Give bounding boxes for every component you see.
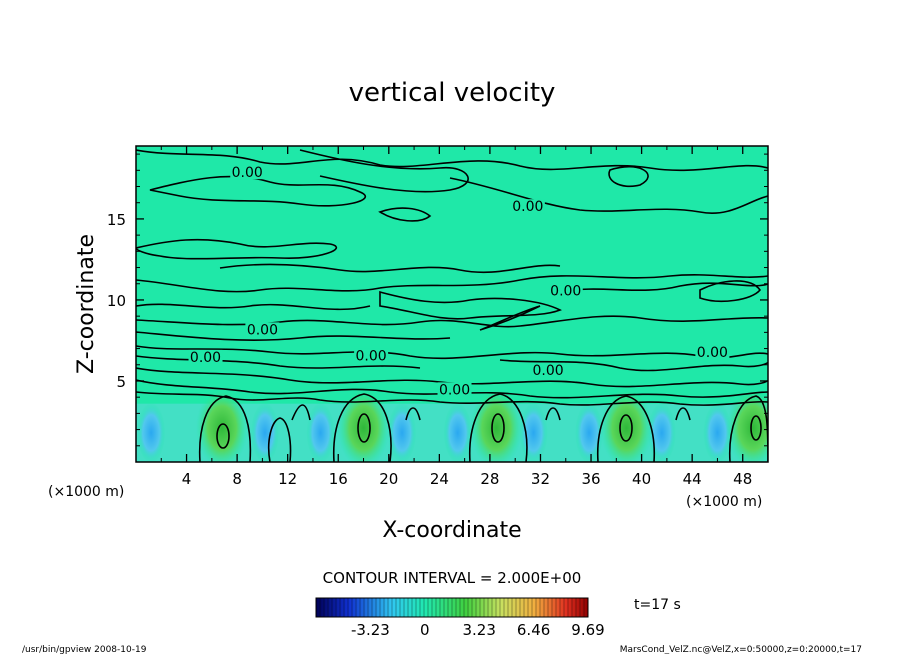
x-tick-label: 16 [329, 470, 348, 488]
contour-label: 0.00 [190, 350, 221, 366]
contour-label-bg [245, 322, 280, 337]
downdraft-cell [137, 402, 166, 462]
contour-label: 0.00 [532, 363, 563, 379]
downdraft-cell [306, 402, 335, 462]
contour-label: 0.00 [247, 322, 278, 338]
downdraft-cell [388, 402, 417, 462]
x-unit-label-right: (×1000 m) [686, 494, 762, 510]
updraft-cell [726, 387, 768, 462]
contour-label: 0.00 [697, 345, 728, 361]
contour-label: 0.00 [512, 199, 543, 215]
x-tick-label: 40 [632, 470, 651, 488]
x-tick-label: 36 [581, 470, 600, 488]
y-axis-title: Z-coordinate [74, 234, 99, 374]
updraft-cell [470, 387, 523, 462]
x-tick-label: 28 [480, 470, 499, 488]
downdraft-cell [703, 402, 732, 462]
footer-right: MarsCond_VelZ.nc@VelZ,x=0:50000,z=0:2000… [620, 645, 862, 654]
contour-label-bg [188, 349, 223, 364]
colorbar-tick-label: 3.23 [462, 621, 495, 639]
y-tick-label: 15 [107, 211, 126, 229]
colorbar: -3.23 0 3.23 6.46 9.69 [315, 597, 605, 639]
contour-label-bg [230, 165, 265, 180]
x-tick-label: 8 [232, 470, 242, 488]
contour-label-bg [531, 362, 566, 377]
contour-label: 0.00 [439, 382, 470, 398]
colorbar-tick-label: 6.46 [517, 621, 550, 639]
x-unit-label-left: (×1000 m) [48, 484, 124, 500]
contour-lines [136, 149, 768, 462]
y-tick-label: 10 [107, 292, 126, 310]
updraft-cell [600, 387, 653, 462]
contour-label-bg [510, 199, 545, 214]
colorbar-tick-label: 9.69 [571, 621, 604, 639]
contour-label: 0.00 [232, 165, 263, 181]
chart-title: vertical velocity [349, 78, 556, 108]
contour-label-bg [354, 348, 389, 363]
colorbar-tick-label: 0 [420, 621, 430, 639]
footer-left: /usr/bin/gpview 2008-10-19 [22, 645, 147, 654]
colorbar-stripes [319, 598, 585, 617]
contour-label-bg [695, 345, 730, 360]
x-tick-label: 20 [379, 470, 398, 488]
contour-interval-label: CONTOUR INTERVAL = 2.000E+00 [323, 569, 582, 587]
updraft-cell [337, 387, 390, 462]
colorbar-ticks: -3.23 0 3.23 6.46 9.69 [351, 621, 605, 639]
x-tick-label: 48 [733, 470, 752, 488]
colorbar-tick-label: -3.23 [351, 621, 390, 639]
x-tick-label: 24 [430, 470, 449, 488]
contour-label-bg [437, 382, 472, 397]
contour-label-bg [548, 283, 583, 298]
time-label: t=17 s [634, 597, 681, 613]
x-axis-title: X-coordinate [382, 518, 521, 543]
contour-labels: 0.00 0.00 0.00 0.00 0.00 0.00 0.00 0.00 0.00 [188, 165, 730, 398]
downdraft-cell [519, 402, 548, 462]
x-tick-label: 4 [182, 470, 192, 488]
downdraft-cell [575, 402, 604, 462]
plot-frame [135, 145, 769, 463]
contour-label: 0.00 [550, 283, 581, 299]
downdraft-cell [250, 402, 279, 462]
contour-label: 0.00 [356, 348, 387, 364]
x-tick-label: 12 [278, 470, 297, 488]
y-tick-label: 5 [116, 373, 126, 391]
x-tick-label: 32 [531, 470, 550, 488]
downdraft-cell [443, 402, 472, 462]
x-tick-label: 44 [683, 470, 702, 488]
